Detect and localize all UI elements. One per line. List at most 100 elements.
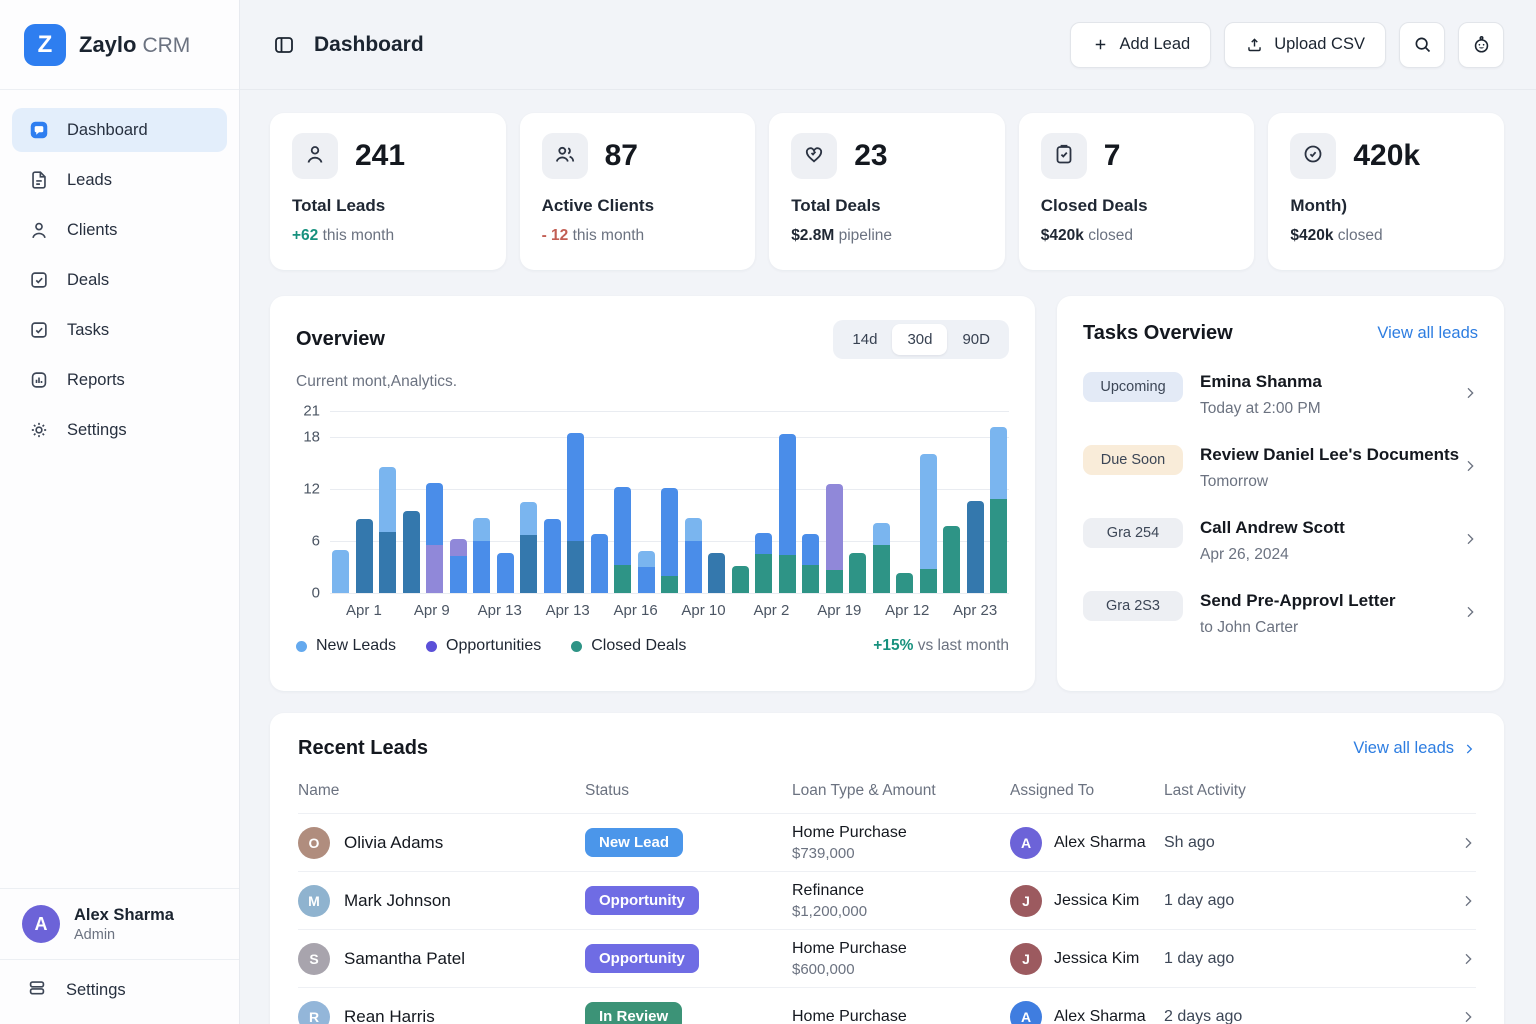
task-badge: Upcoming (1083, 372, 1183, 402)
stat-card-total-leads: 241 Total Leads +62 this month (270, 113, 506, 270)
range-14d[interactable]: 14d (837, 324, 892, 355)
bar-segment (825, 570, 843, 593)
lead-activity-cell: 1 day ago (1164, 949, 1235, 967)
overview-card: Overview 14d 30d 90D Current mont,Analytic… (270, 296, 1035, 691)
bar (825, 411, 843, 593)
bar-segment (990, 427, 1007, 499)
topbar: Dashboard Add Lead Upload CSV (240, 0, 1536, 90)
leads-view-all-link[interactable]: View all leads (1353, 739, 1476, 758)
bar (990, 411, 1007, 593)
tasks-view-all-link[interactable]: View all leads (1377, 324, 1478, 342)
task-title: Send Pre-Approvl Letter (1200, 591, 1396, 610)
lead-row[interactable]: O Olivia Adams New Lead Home Purchase $739,0… (298, 814, 1476, 872)
range-90d[interactable]: 90D (947, 324, 1005, 355)
sidebar-item-settings[interactable]: Settings (12, 408, 227, 452)
y-tick-label: 21 (303, 402, 320, 420)
sidebar-item-label: Reports (67, 370, 125, 389)
lead-activity-cell: Sh ago (1164, 833, 1215, 851)
lead-name-cell: S Samantha Patel (298, 942, 585, 975)
task-item[interactable]: Gra 2S3 Send Pre-Approvl Letter to John Ca… (1083, 591, 1478, 637)
leads-icon (28, 169, 50, 191)
sidebar-item-clients[interactable]: Clients (12, 208, 227, 252)
lead-status-cell: In Review (585, 1002, 792, 1024)
sidebar-item-tasks[interactable]: Tasks (12, 308, 227, 352)
gridline (330, 437, 1009, 438)
bar-segment (990, 498, 1007, 593)
add-lead-button[interactable]: Add Lead (1069, 21, 1212, 68)
person-icon (303, 142, 327, 171)
lead-assignee-cell: A Alex Sharma (1010, 826, 1164, 859)
bar (872, 411, 890, 593)
stat-subtext: +62 this month (292, 227, 395, 244)
bar-segment (614, 565, 631, 593)
bar (919, 411, 937, 593)
status-badge: New Lead (585, 828, 684, 857)
reports-icon (28, 369, 50, 391)
bar (520, 411, 537, 593)
bar-segment (590, 534, 608, 593)
task-badge: Due Soon (1083, 445, 1183, 475)
column-header: Loan Type & Amount (792, 782, 936, 799)
bar-segment (543, 519, 561, 593)
y-tick-label: 12 (303, 480, 320, 498)
sidebar-item-label: Deals (67, 270, 110, 289)
loan-amount: $600,000 (792, 960, 855, 978)
column-header-spacer (1448, 782, 1476, 800)
sidebar-item-reports[interactable]: Reports (12, 358, 227, 402)
stat-icon-box (791, 133, 838, 179)
y-tick-label: 6 (311, 532, 320, 550)
upload-csv-button[interactable]: Upload CSV (1224, 21, 1386, 68)
lead-loan-cell: Home Purchase $739,000 (792, 824, 1010, 862)
bar-segment (473, 541, 490, 593)
brand: Z Zaylo CRM (0, 0, 239, 90)
task-subtitle: to John Carter (1200, 619, 1299, 636)
task-item[interactable]: Due Soon Review Daniel Lee's Documents Tom… (1083, 445, 1478, 491)
avatar: A (22, 905, 60, 943)
loan-amount: $1,200,000 (792, 902, 868, 920)
bar-segment (426, 545, 443, 593)
task-text: Send Pre-Approvl Letter to John Carter (1200, 591, 1396, 637)
bar-segment (567, 541, 584, 593)
panel-icon[interactable] (272, 33, 296, 57)
range-toggle: 14d 30d 90D (833, 320, 1009, 359)
task-item[interactable]: Upcoming Emina Shanma Today at 2:00 PM (1083, 372, 1478, 418)
tasks-card: Tasks Overview View all leads Upcoming Em… (1057, 296, 1504, 691)
user-block[interactable]: A Alex Sharma Admin (0, 888, 239, 959)
stat-card-month-: 420k Month) $420k closed (1268, 113, 1504, 270)
user-name: Alex Sharma (74, 905, 174, 924)
stat-label: Month) (1290, 196, 1348, 215)
loan-type: Home Purchase (792, 1007, 907, 1024)
lead-name: Samantha Patel (344, 948, 465, 968)
range-30d[interactable]: 30d (892, 324, 948, 355)
avatar: J (1010, 942, 1042, 975)
bar-segment (684, 541, 702, 593)
stat-subtext: - 12 this month (541, 227, 645, 244)
lead-row[interactable]: S Samantha Patel Opportunity Home Purchase $… (298, 930, 1476, 988)
lead-row[interactable]: M Mark Johnson Opportunity Refinance $1,200,… (298, 872, 1476, 930)
bar (449, 411, 467, 593)
assignee-name: Jessica Kim (1054, 949, 1140, 967)
task-item[interactable]: Gra 254 Call Andrew Scott Apr 26, 2024 (1083, 518, 1478, 564)
sidebar-item-settings-footer[interactable]: Settings (0, 959, 239, 1024)
stat-label: Closed Deals (1040, 196, 1148, 215)
bar (332, 411, 349, 593)
sidebar-item-leads[interactable]: Leads (12, 158, 227, 202)
lead-status-cell: New Lead (585, 828, 792, 857)
account-button[interactable] (1458, 21, 1504, 68)
x-tick-label: Apr 23 (953, 602, 998, 619)
y-axis: 21 18 12 6 0 (296, 403, 330, 602)
stat-value: 420k (1353, 139, 1421, 172)
lead-row[interactable]: R Rean Harris In Review Home Purchase A Alex … (298, 988, 1476, 1024)
bar-segment (449, 539, 467, 556)
stat-sub-value: $2.8M (791, 227, 835, 244)
sidebar-item-dashboard[interactable]: Dashboard (12, 108, 227, 152)
stat-label: Total Leads (292, 196, 386, 215)
task-text: Review Daniel Lee's Documents Tomorrow (1200, 445, 1459, 491)
sidebar-item-label: Leads (67, 170, 112, 189)
search-button[interactable] (1399, 21, 1445, 68)
bar (684, 411, 702, 593)
clients-icon (28, 219, 50, 241)
clock-icon (1301, 142, 1325, 171)
sidebar-item-deals[interactable]: Deals (12, 258, 227, 302)
assignee-name: Alex Sharma (1054, 833, 1146, 851)
